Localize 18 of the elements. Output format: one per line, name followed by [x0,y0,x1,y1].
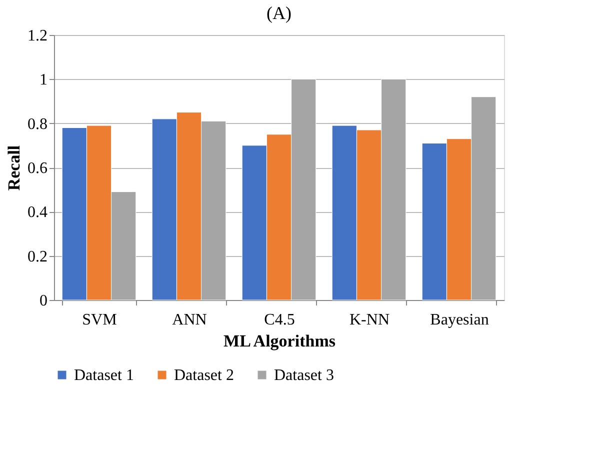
y-axis-title: Recall [4,145,24,191]
x-tick-label: K-NN [350,312,390,328]
y-tick-label: 0.2 [28,248,48,266]
legend-label: Dataset 3 [274,367,334,384]
x-tick-label: C4.5 [264,312,295,328]
x-tick-label: SVM [82,312,117,328]
y-tick-label: 0.4 [28,204,48,222]
x-axis-title: ML Algorithms [224,332,336,350]
chart-title: (A) [266,3,292,23]
y-tick-label: 0 [40,292,48,310]
y-tick-label: 1 [40,72,48,89]
x-tick-label: ANN [172,312,208,328]
y-tick-label: 0.6 [28,160,48,177]
legend-label: Dataset 1 [74,367,134,384]
y-tick-label: 1.2 [28,28,48,44]
x-tick-label: Bayesian [430,312,489,328]
y-tick-label: 0.8 [28,116,48,133]
legend-label: Dataset 2 [174,367,234,384]
